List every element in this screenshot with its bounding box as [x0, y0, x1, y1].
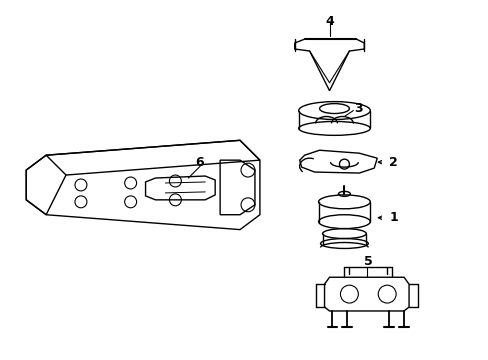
Text: 3: 3 — [354, 102, 362, 115]
Text: 6: 6 — [195, 156, 203, 168]
Text: 5: 5 — [364, 255, 372, 268]
Text: 4: 4 — [325, 15, 333, 28]
Text: 1: 1 — [388, 211, 397, 224]
Text: 2: 2 — [388, 156, 397, 168]
